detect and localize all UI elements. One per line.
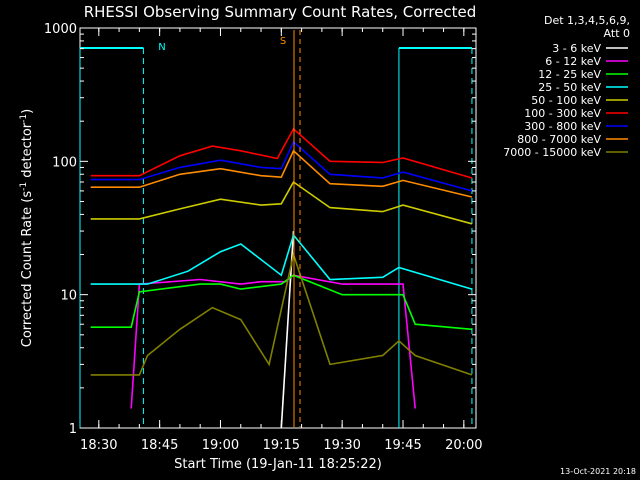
annotations: N S [158, 30, 301, 427]
x-tick-label: 18:30 [80, 438, 117, 453]
y-axis-label-mid: detector [20, 122, 35, 182]
x-tick-label: 19:30 [323, 438, 360, 453]
legend-header-line2: Att 0 [604, 27, 630, 40]
x-tick-label: 19:45 [384, 438, 421, 453]
series-line [90, 180, 473, 225]
legend-label: 300 - 800 keV [524, 120, 601, 133]
legend-label: 3 - 6 keV [552, 42, 601, 55]
y-tick-label: 1000 [44, 22, 77, 37]
x-axis-label: Start Time (19-Jan-11 18:25:22) [174, 457, 382, 472]
x-tick-label: 19:15 [263, 438, 300, 453]
series-line [90, 274, 472, 331]
legend-header-line1: Det 1,3,4,5,6,9, [544, 14, 630, 27]
y-tick-label: 10 [60, 289, 77, 304]
y-axis-label: Corrected Count Rate (s-1 detector-1) [19, 109, 35, 347]
y-axis-label-sup1: -1 [19, 182, 29, 191]
series-line [90, 251, 473, 376]
y-axis-label-sup2: -1 [19, 114, 29, 123]
night-label: N [158, 42, 165, 53]
series-line [90, 140, 473, 192]
legend-label: 100 - 300 keV [524, 107, 601, 120]
series-line [90, 233, 473, 290]
series-line [130, 274, 416, 409]
y-axis-label-main: Corrected Count Rate (s [20, 191, 35, 348]
series-lines [90, 127, 473, 429]
timestamp: 13-Oct-2021 20:18 [560, 467, 636, 476]
legend-label: 6 - 12 keV [545, 55, 601, 68]
legend-label: 25 - 50 keV [538, 81, 601, 94]
legend-label: 800 - 7000 keV [517, 133, 601, 146]
x-tick-label: 18:45 [141, 438, 178, 453]
series-line [90, 127, 473, 179]
saa-label: S [280, 36, 286, 47]
y-axis-label-end: ) [20, 109, 35, 114]
chart-title: RHESSI Observing Summary Count Rates, Co… [84, 3, 477, 21]
legend-label: 12 - 25 keV [538, 68, 601, 81]
x-tick-label: 19:00 [202, 438, 239, 453]
x-tick-label: 20:00 [445, 438, 482, 453]
y-tick-label: 100 [52, 155, 77, 170]
legend-label: 50 - 100 keV [531, 94, 601, 107]
y-tick-label: 1 [69, 422, 77, 437]
series-line [90, 149, 473, 198]
axis-ticks: 18:30 18:45 19:00 19:15 19:30 19:45 20:00 1 10 10… [44, 22, 483, 453]
legend-label: 7000 - 15000 keV [503, 146, 601, 159]
